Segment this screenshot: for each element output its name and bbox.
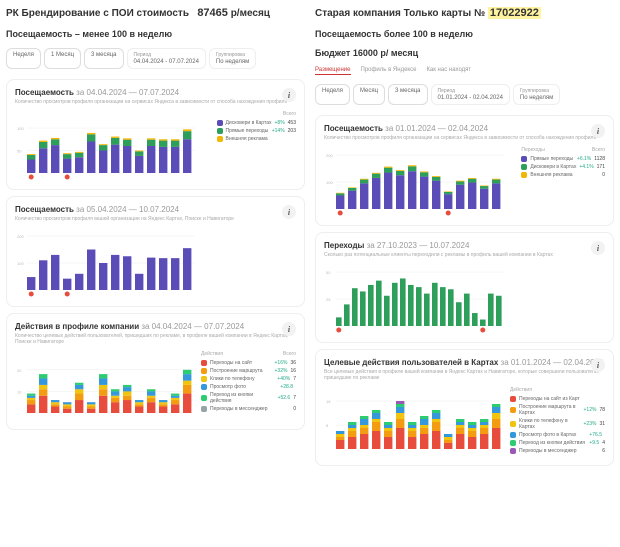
left-title-suffix: р/месяц (231, 8, 270, 19)
left-column: РК Брендирование с ПОИ стоимость 87465 р… (6, 6, 305, 466)
chart-desc: Количество просмотров профиля организаци… (324, 135, 605, 141)
legend-item: Построение маршрута в Картах+12% 78 (510, 404, 605, 416)
right-header: Старая компания Только карты № 17022922 (315, 6, 614, 21)
right-chart-2: iПереходы за 27.10.2023 — 10.07.2024Скол… (315, 232, 614, 343)
chart-legend: ПереходыВсегоПрямые переходы+6.1% 1128Ди… (521, 147, 605, 217)
right-title-prefix: Старая компания Только карты № (315, 8, 485, 19)
legend-item: Дисковери в Картах+8% 453 (217, 120, 296, 126)
left-tabs: Неделя 1 Месяц 3 месяца Период 04.04.202… (6, 48, 305, 69)
mini-tab-find[interactable]: Как нас находят (426, 67, 471, 75)
chart-desc: Количество целевых действий пользователе… (15, 333, 296, 345)
svg-text:200: 200 (326, 153, 333, 158)
right-chart-1: iПосещаемость за 01.01.2024 — 02.04.2024… (315, 115, 614, 226)
left-title-prefix: РК Брендирование с ПОИ стоимость (6, 8, 189, 19)
legend-item: Переходы на сайт из Карт (510, 396, 605, 402)
chart-svg: 10 20 (15, 351, 195, 421)
legend-item: Переходы на сайт+16% 36 (201, 360, 296, 366)
chart-legend: ДействияВсегоПереходы на сайт+16% 36Пост… (201, 351, 296, 421)
svg-text:20: 20 (17, 368, 22, 373)
chart-svg: 8 16 (324, 387, 504, 457)
left-chart-1: iПосещаемость за 04.04.2024 — 07.07.2024… (6, 79, 305, 190)
chart-svg: 100 200 (324, 147, 504, 217)
left-chart-3: iДействия в профиле компании за 04.04.20… (6, 313, 305, 430)
chart-title: Посещаемость за 05.04.2024 — 10.07.2024 (15, 205, 296, 214)
left-header: РК Брендирование с ПОИ стоимость 87465 р… (6, 6, 305, 21)
svg-text:200: 200 (17, 234, 24, 239)
legend-item: Клики по телефону в Картах+23% 31 (510, 418, 605, 430)
legend-item: Клики по телефону+40% 7 (201, 376, 296, 382)
svg-text:16: 16 (326, 399, 331, 404)
svg-text:8: 8 (326, 423, 329, 428)
chart-desc: Количество просмотров профиля организаци… (15, 99, 296, 105)
mini-tab-placement[interactable]: Размещение (315, 67, 351, 75)
right-chart-3: iЦелевые действия пользователей в Картах… (315, 349, 614, 466)
right-sub2: Бюджет 16000 р/ месяц (315, 48, 614, 58)
svg-text:50: 50 (17, 149, 22, 154)
chart-svg: 100 200 (15, 228, 195, 298)
legend-item: Прямые переходы+6.1% 1128 (521, 156, 605, 162)
legend-item: Переход из кнопки действия+9.5 4 (510, 440, 605, 446)
chart-title: Посещаемость за 01.01.2024 — 02.04.2024 (324, 124, 605, 133)
svg-text:50: 50 (326, 270, 331, 275)
svg-text:100: 100 (17, 126, 24, 131)
chart-desc: Количество просмотров профиля вашей орга… (15, 216, 296, 222)
group-selector-r[interactable]: Группировка По неделям (513, 84, 560, 105)
right-campaign-number: 17022922 (488, 7, 541, 19)
chart-title: Действия в профиле компании за 04.04.202… (15, 322, 296, 331)
period-selector[interactable]: Период 04.04.2024 - 07.07.2024 (127, 48, 206, 69)
left-chart-2: iПосещаемость за 05.04.2024 — 10.07.2024… (6, 196, 305, 307)
chart-title: Посещаемость за 04.04.2024 — 07.07.2024 (15, 88, 296, 97)
legend-item: Внешняя реклама 0 (521, 172, 605, 178)
right-mini-tabs: Размещение Профиль в Яндексе Как нас нах… (315, 67, 614, 75)
chart-svg: 50 100 (15, 111, 195, 181)
chart-legend: ВсегоДисковери в Картах+8% 453Прямые пер… (217, 111, 296, 181)
mini-tab-profile[interactable]: Профиль в Яндексе (361, 67, 417, 75)
chart-desc: Сколько раз потенциальные клиенты перехо… (324, 252, 605, 258)
legend-item: Просмотр фото+28.8 (201, 384, 296, 390)
legend-item: Внешняя реклама (217, 136, 296, 142)
legend-item: Переход из кнопки действия+52.6 7 (201, 392, 296, 404)
chart-legend: ДействияПереходы на сайт из Карт Построе… (510, 387, 605, 457)
svg-text:25: 25 (326, 297, 331, 302)
legend-item: Переходы в мессенджер 6 (510, 448, 605, 454)
left-price: 87465 (197, 7, 228, 19)
period-selector-r[interactable]: Период 01.01.2024 - 02.04.2024 (431, 84, 510, 105)
chart-title: Целевые действия пользователей в Картах … (324, 358, 605, 367)
right-tabs: Неделя Месяц 3 месяца Период 01.01.2024 … (315, 84, 614, 105)
svg-text:100: 100 (17, 261, 24, 266)
tab-month-r[interactable]: Месяц (353, 84, 385, 105)
svg-text:100: 100 (326, 180, 333, 185)
legend-item: Прямые переходы+14% 203 (217, 128, 296, 134)
legend-item: Переходы в мессенджер 0 (201, 406, 296, 412)
tab-week-r[interactable]: Неделя (315, 84, 350, 105)
tab-month[interactable]: 1 Месяц (44, 48, 81, 69)
legend-item: Построение маршрута+32% 16 (201, 368, 296, 374)
tab-3month-r[interactable]: 3 месяца (388, 84, 428, 105)
chart-desc: Все целевые действия в профиле вашей ком… (324, 369, 605, 381)
group-selector[interactable]: Группировка По неделям (209, 48, 256, 69)
chart-svg: 25 50 (324, 264, 504, 334)
legend-item: Просмотр фото в Картах+76.5 (510, 432, 605, 438)
tab-3month[interactable]: 3 месяца (84, 48, 124, 69)
legend-item: Дисковери в Картах+4.1% 171 (521, 164, 605, 170)
left-subtitle: Посещаемость – менее 100 в неделю (6, 29, 305, 39)
tab-week[interactable]: Неделя (6, 48, 41, 69)
right-sub1: Посещаемость более 100 в неделю (315, 29, 614, 39)
right-column: Старая компания Только карты № 17022922 … (315, 6, 614, 466)
chart-title: Переходы за 27.10.2023 — 10.07.2024 (324, 241, 605, 250)
svg-text:10: 10 (17, 390, 22, 395)
